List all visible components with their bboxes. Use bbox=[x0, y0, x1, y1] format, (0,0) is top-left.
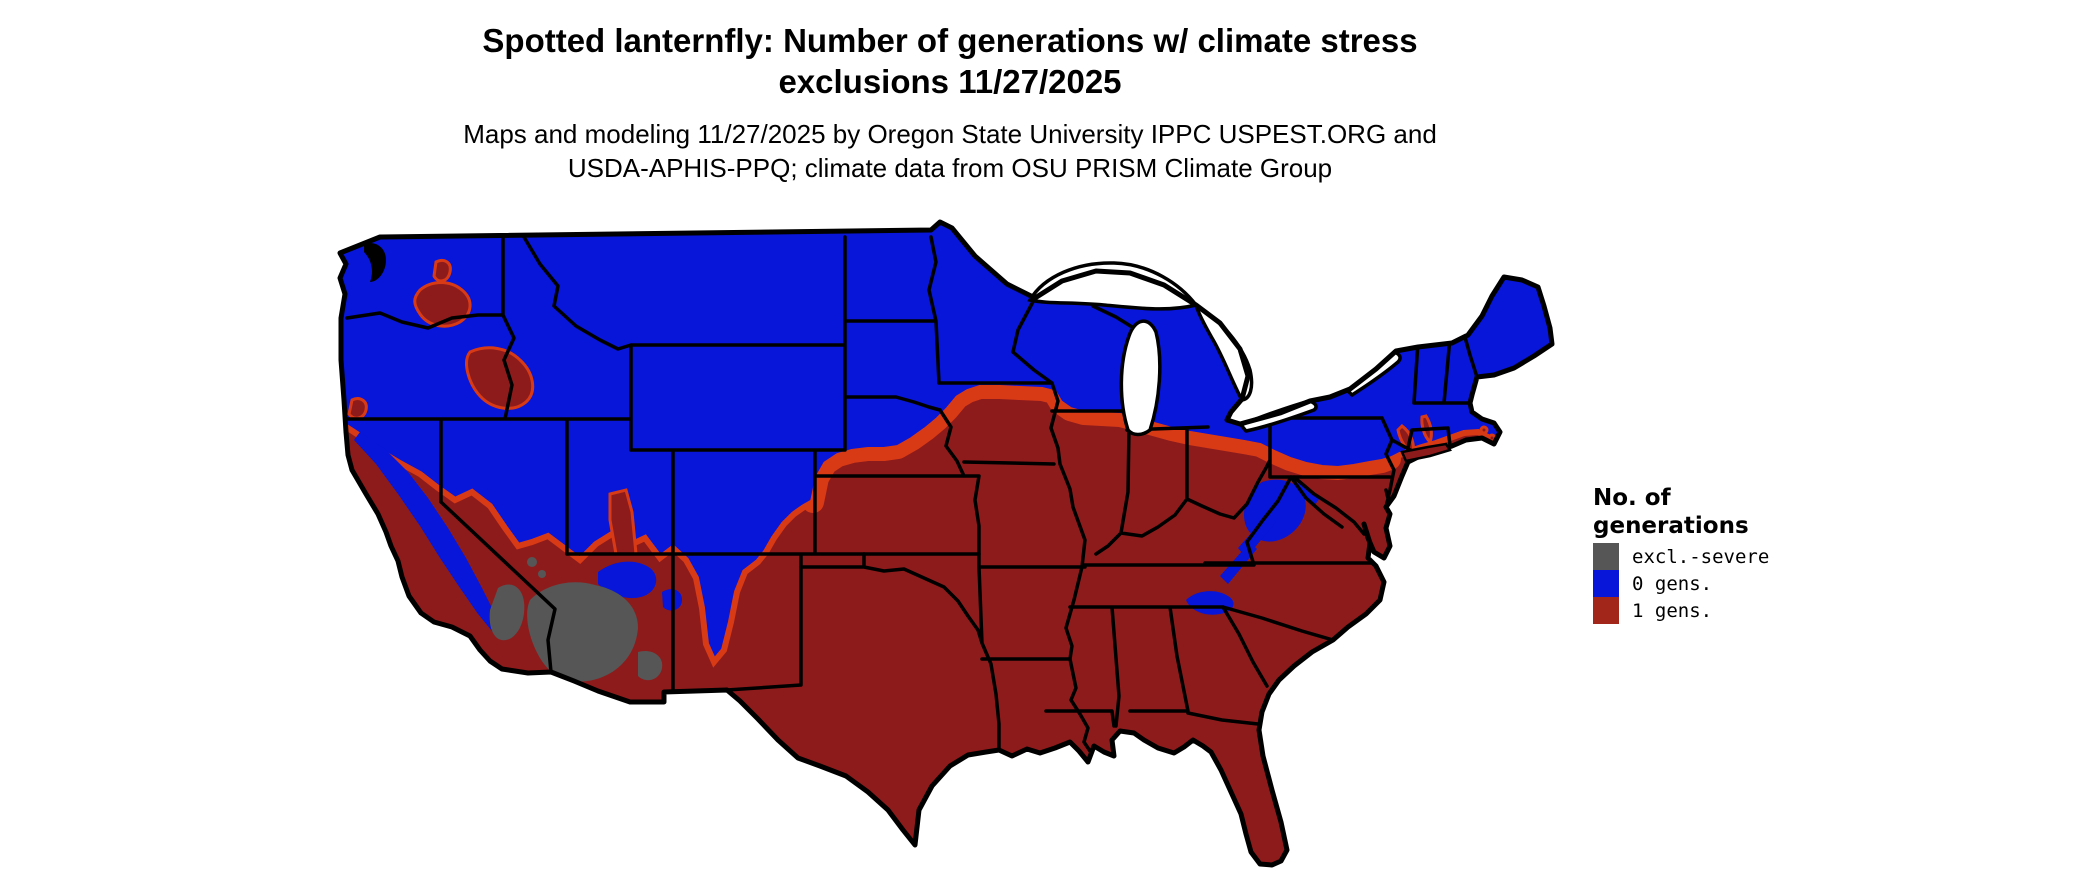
legend-swatch-excl-severe bbox=[1593, 543, 1619, 570]
key-dot bbox=[1237, 875, 1243, 881]
legend-label-0-gens: 0 gens. bbox=[1632, 572, 1713, 595]
us-outline bbox=[337, 219, 1555, 868]
lake-michigan bbox=[1119, 319, 1162, 437]
long-island bbox=[1400, 442, 1452, 463]
red-patch-oregon-coast bbox=[347, 397, 368, 420]
legend-item-1-gens: 1 gens. bbox=[1593, 597, 1873, 624]
legend-swatch-0-gens bbox=[1593, 570, 1619, 597]
figure-title: Spotted lanternfly: Number of generation… bbox=[482, 20, 1417, 102]
red-patches-in-blue bbox=[347, 258, 1497, 556]
gray-southeast-california bbox=[489, 584, 525, 641]
figure-subtitle-line1: Maps and modeling 11/27/2025 by Oregon S… bbox=[463, 119, 1437, 149]
red-patch-washington-north bbox=[432, 258, 452, 283]
legend-label-excl-severe: excl.-severe bbox=[1632, 545, 1770, 568]
region-zero-smokies bbox=[1186, 591, 1234, 615]
figure-subtitle-line2: USDA-APHIS-PPQ; climate data from OSU PR… bbox=[567, 153, 1333, 183]
figure-title-line1: Spotted lanternfly: Number of generation… bbox=[482, 22, 1418, 59]
state-borders-central bbox=[799, 235, 1151, 756]
puget-sound bbox=[364, 242, 386, 282]
region-zero-arizona-rim bbox=[598, 561, 657, 599]
red-patch-washington-cascades bbox=[413, 281, 472, 328]
figure-subtitle: Maps and modeling 11/27/2025 by Oregon S… bbox=[463, 117, 1437, 185]
legend-item-excl-severe: excl.-severe bbox=[1593, 543, 1873, 570]
key-dot bbox=[1253, 869, 1259, 875]
red-patch-cape-cod1 bbox=[1479, 425, 1489, 435]
region-zero-pa-md-ridge bbox=[1296, 480, 1320, 506]
legend-item-0-gens: 0 gens. bbox=[1593, 570, 1873, 597]
legend-label-1-gens: 1 gens. bbox=[1632, 599, 1713, 622]
gray-arizona-east-tongue bbox=[638, 650, 663, 681]
legend-title-line2: generations bbox=[1593, 513, 1749, 539]
key-dot bbox=[1219, 873, 1225, 879]
state-borders-east bbox=[1068, 328, 1479, 728]
map-legend: No. of generations excl.-severe 0 gens. … bbox=[1593, 484, 1873, 624]
state-borders bbox=[342, 235, 1479, 756]
figure-title-line2: exclusions 11/27/2025 bbox=[778, 63, 1122, 100]
legend-swatch-1-gens bbox=[1593, 597, 1619, 624]
gray-nevada-speck1 bbox=[527, 557, 537, 567]
legend-title-line1: No. of bbox=[1593, 485, 1671, 511]
region-zero-sierra-nevada bbox=[354, 432, 508, 638]
state-borders-west bbox=[342, 235, 981, 693]
gray-nevada-speck2 bbox=[538, 570, 546, 578]
legend-title: No. of generations bbox=[1593, 484, 1873, 540]
